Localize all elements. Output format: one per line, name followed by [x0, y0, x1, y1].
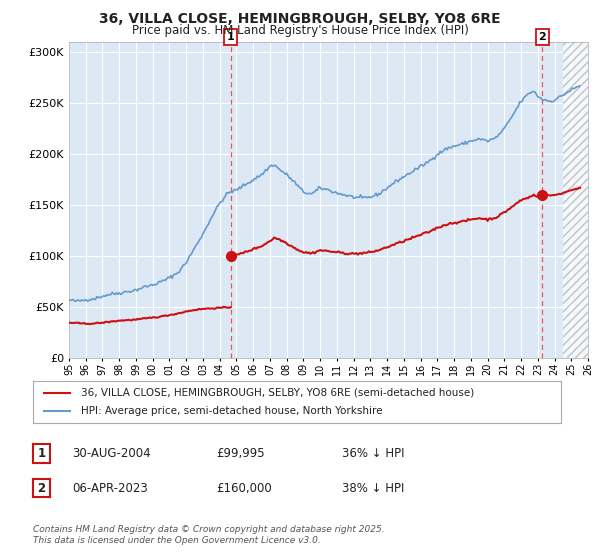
- Text: Price paid vs. HM Land Registry's House Price Index (HPI): Price paid vs. HM Land Registry's House …: [131, 24, 469, 36]
- Text: 38% ↓ HPI: 38% ↓ HPI: [342, 482, 404, 495]
- Text: 36, VILLA CLOSE, HEMINGBROUGH, SELBY, YO8 6RE (semi-detached house): 36, VILLA CLOSE, HEMINGBROUGH, SELBY, YO…: [80, 388, 474, 398]
- Text: 30-AUG-2004: 30-AUG-2004: [72, 447, 151, 460]
- Text: 2: 2: [37, 482, 46, 494]
- Bar: [563, 42, 588, 358]
- Text: £99,995: £99,995: [216, 447, 265, 460]
- Text: 2: 2: [538, 32, 546, 42]
- Text: 1: 1: [37, 447, 46, 460]
- Text: HPI: Average price, semi-detached house, North Yorkshire: HPI: Average price, semi-detached house,…: [80, 406, 382, 416]
- Text: 06-APR-2023: 06-APR-2023: [72, 482, 148, 495]
- Text: 36, VILLA CLOSE, HEMINGBROUGH, SELBY, YO8 6RE: 36, VILLA CLOSE, HEMINGBROUGH, SELBY, YO…: [99, 12, 501, 26]
- Text: 36% ↓ HPI: 36% ↓ HPI: [342, 447, 404, 460]
- Text: Contains HM Land Registry data © Crown copyright and database right 2025.
This d: Contains HM Land Registry data © Crown c…: [33, 525, 385, 545]
- Text: £160,000: £160,000: [216, 482, 272, 495]
- Text: 1: 1: [227, 32, 235, 42]
